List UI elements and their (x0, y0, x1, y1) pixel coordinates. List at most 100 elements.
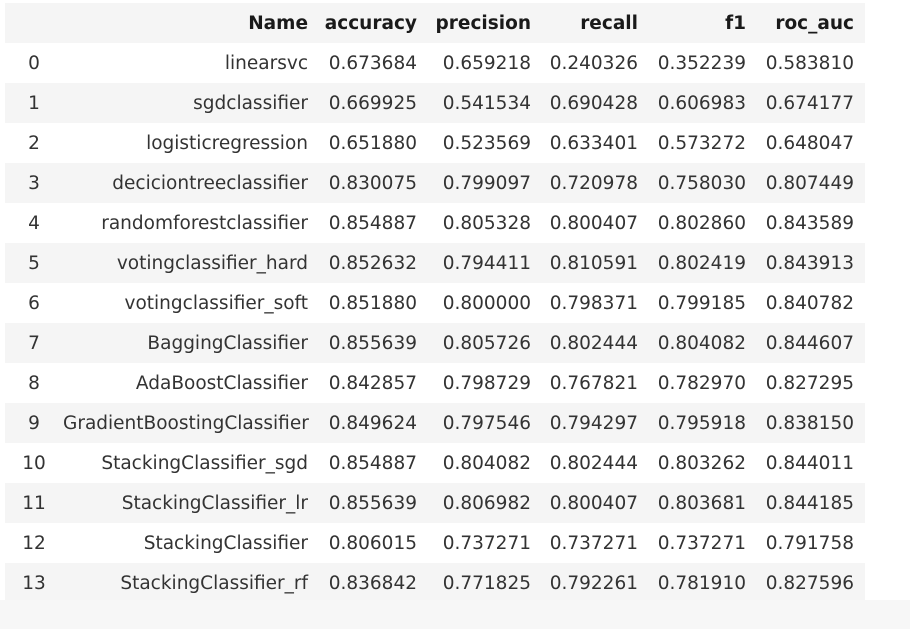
table-row: 9 GradientBoostingClassifier 0.849624 0.797… (5, 403, 865, 443)
cell-recall: 0.720978 (542, 163, 649, 203)
cell-name: linearsvc (63, 43, 319, 83)
cell-accuracy: 0.836842 (319, 563, 428, 603)
cell-roc-auc: 0.844185 (757, 483, 865, 523)
cell-f1: 0.352239 (649, 43, 757, 83)
cell-recall: 0.798371 (542, 283, 649, 323)
header-name: Name (63, 3, 319, 43)
cell-accuracy: 0.651880 (319, 123, 428, 163)
row-index: 0 (5, 43, 63, 83)
cell-accuracy: 0.842857 (319, 363, 428, 403)
row-index: 12 (5, 523, 63, 563)
table-row: 10 StackingClassifier_sgd 0.854887 0.804082… (5, 443, 865, 483)
cell-name: votingclassifier_hard (63, 243, 319, 283)
cell-name: StackingClassifier (63, 523, 319, 563)
table-row: 7 BaggingClassifier 0.855639 0.805726 0.8024… (5, 323, 865, 363)
cell-roc-auc: 0.840782 (757, 283, 865, 323)
cell-f1: 0.737271 (649, 523, 757, 563)
cell-name: sgdclassifier (63, 83, 319, 123)
cell-name: StackingClassifier_sgd (63, 443, 319, 483)
cell-name: StackingClassifier_lr (63, 483, 319, 523)
cell-roc-auc: 0.844607 (757, 323, 865, 363)
cell-precision: 0.523569 (428, 123, 542, 163)
cell-precision: 0.806982 (428, 483, 542, 523)
cell-roc-auc: 0.674177 (757, 83, 865, 123)
cell-name: AdaBoostClassifier (63, 363, 319, 403)
row-index: 11 (5, 483, 63, 523)
cell-name: deciciontreeclassifier (63, 163, 319, 203)
cell-recall: 0.794297 (542, 403, 649, 443)
cell-name: logisticregression (63, 123, 319, 163)
header-recall: recall (542, 3, 649, 43)
cell-roc-auc: 0.583810 (757, 43, 865, 83)
cell-roc-auc: 0.843589 (757, 203, 865, 243)
row-index: 9 (5, 403, 63, 443)
cell-name: votingclassifier_soft (63, 283, 319, 323)
cell-f1: 0.758030 (649, 163, 757, 203)
cell-recall: 0.810591 (542, 243, 649, 283)
cell-precision: 0.799097 (428, 163, 542, 203)
cell-recall: 0.633401 (542, 123, 649, 163)
table-row: 3 deciciontreeclassifier 0.830075 0.799097 0… (5, 163, 865, 203)
cell-accuracy: 0.849624 (319, 403, 428, 443)
cell-roc-auc: 0.843913 (757, 243, 865, 283)
cell-recall: 0.802444 (542, 323, 649, 363)
table-row: 1 sgdclassifier 0.669925 0.541534 0.690428 0.… (5, 83, 865, 123)
cell-precision: 0.797546 (428, 403, 542, 443)
table-row: 4 randomforestclassifier 0.854887 0.805328 0… (5, 203, 865, 243)
cell-name: randomforestclassifier (63, 203, 319, 243)
cell-f1: 0.802419 (649, 243, 757, 283)
cell-precision: 0.794411 (428, 243, 542, 283)
cell-f1: 0.606983 (649, 83, 757, 123)
cell-precision: 0.798729 (428, 363, 542, 403)
cell-roc-auc: 0.827295 (757, 363, 865, 403)
table-header: Name accuracy precision recall f1 roc_au… (5, 3, 865, 43)
row-index: 6 (5, 283, 63, 323)
cell-recall: 0.240326 (542, 43, 649, 83)
cell-precision: 0.804082 (428, 443, 542, 483)
table-row: 6 votingclassifier_soft 0.851880 0.800000 0.… (5, 283, 865, 323)
table-row: 2 logisticregression 0.651880 0.523569 0.633… (5, 123, 865, 163)
cell-name: GradientBoostingClassifier (63, 403, 319, 443)
cell-recall: 0.767821 (542, 363, 649, 403)
row-index: 8 (5, 363, 63, 403)
row-index: 13 (5, 563, 63, 603)
cell-recall: 0.690428 (542, 83, 649, 123)
cell-precision: 0.771825 (428, 563, 542, 603)
cell-f1: 0.795918 (649, 403, 757, 443)
row-index: 10 (5, 443, 63, 483)
header-index (5, 3, 63, 43)
row-index: 3 (5, 163, 63, 203)
cell-f1: 0.804082 (649, 323, 757, 363)
table-body: 0 linearsvc 0.673684 0.659218 0.240326 0.3522… (5, 43, 865, 603)
cell-roc-auc: 0.648047 (757, 123, 865, 163)
cell-recall: 0.800407 (542, 203, 649, 243)
cell-accuracy: 0.855639 (319, 323, 428, 363)
cell-roc-auc: 0.807449 (757, 163, 865, 203)
cell-recall: 0.737271 (542, 523, 649, 563)
cell-f1: 0.802860 (649, 203, 757, 243)
cell-precision: 0.659218 (428, 43, 542, 83)
cell-f1: 0.781910 (649, 563, 757, 603)
cell-accuracy: 0.806015 (319, 523, 428, 563)
dataframe-table: Name accuracy precision recall f1 roc_au… (5, 3, 865, 603)
row-index: 1 (5, 83, 63, 123)
header-row: Name accuracy precision recall f1 roc_au… (5, 3, 865, 43)
cell-name: StackingClassifier_rf (63, 563, 319, 603)
table-row: 0 linearsvc 0.673684 0.659218 0.240326 0.3522… (5, 43, 865, 83)
cell-f1: 0.803262 (649, 443, 757, 483)
header-precision: precision (428, 3, 542, 43)
cell-name: BaggingClassifier (63, 323, 319, 363)
row-index: 2 (5, 123, 63, 163)
cell-roc-auc: 0.827596 (757, 563, 865, 603)
cell-f1: 0.803681 (649, 483, 757, 523)
cell-accuracy: 0.673684 (319, 43, 428, 83)
cell-precision: 0.805328 (428, 203, 542, 243)
header-accuracy: accuracy (319, 3, 428, 43)
cell-accuracy: 0.854887 (319, 203, 428, 243)
cell-roc-auc: 0.791758 (757, 523, 865, 563)
table-row: 8 AdaBoostClassifier 0.842857 0.798729 0.767… (5, 363, 865, 403)
cell-precision: 0.800000 (428, 283, 542, 323)
cell-accuracy: 0.851880 (319, 283, 428, 323)
table-row: 5 votingclassifier_hard 0.852632 0.794411 0.… (5, 243, 865, 283)
